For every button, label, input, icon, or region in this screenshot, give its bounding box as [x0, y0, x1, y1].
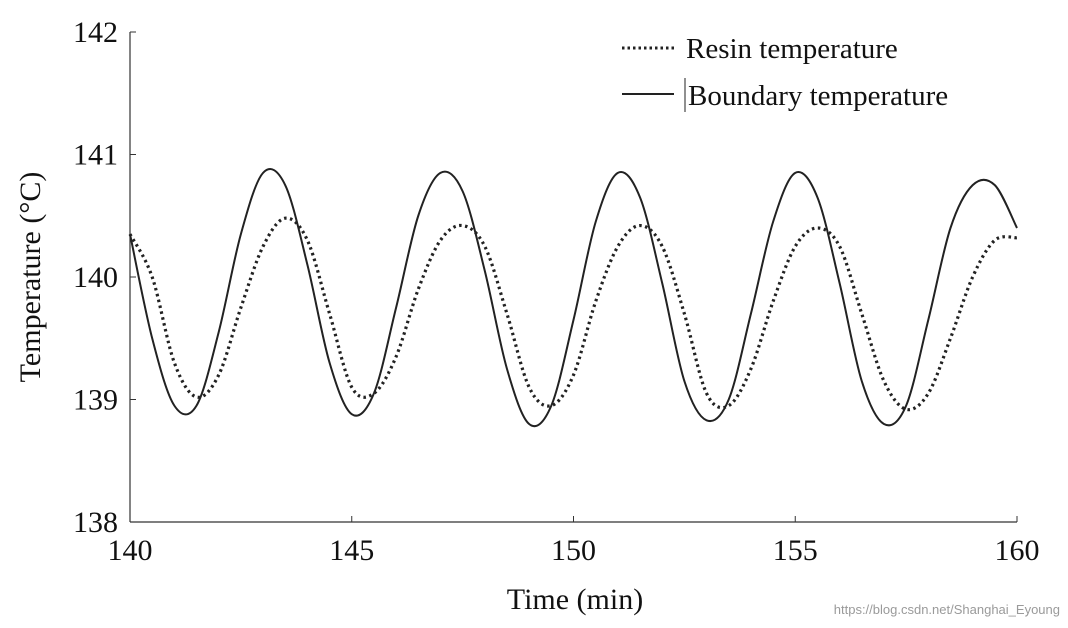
x-tick-label: 160	[995, 534, 1040, 567]
series-line-resin	[128, 216, 1018, 412]
y-tick-group: 138 139 140 141 142	[73, 16, 136, 539]
y-tick-label: 140	[73, 261, 118, 294]
legend-label-resin: Resin temperature	[686, 33, 898, 65]
series-layer	[128, 168, 1018, 428]
y-tick-label: 138	[73, 506, 118, 539]
series-line-boundary	[129, 168, 1018, 428]
x-tick-label: 150	[551, 534, 596, 567]
legend: Resin temperature Boundary temperature	[622, 33, 948, 112]
x-tick-label: 140	[108, 534, 153, 567]
x-axis-title: Time (min)	[507, 583, 643, 616]
watermark-text: https://blog.csdn.net/Shanghai_Eyoung	[834, 602, 1060, 617]
y-tick-label: 141	[73, 139, 118, 172]
y-tick-label: 139	[73, 384, 118, 417]
y-axis-title: Temperature (°C)	[14, 172, 47, 383]
x-tick-label: 145	[329, 534, 374, 567]
legend-label-boundary: Boundary temperature	[688, 80, 948, 112]
x-tick-group: 140 145 150 155 160	[108, 516, 1040, 567]
y-tick-label: 142	[73, 16, 118, 49]
x-tick-label: 155	[773, 534, 818, 567]
